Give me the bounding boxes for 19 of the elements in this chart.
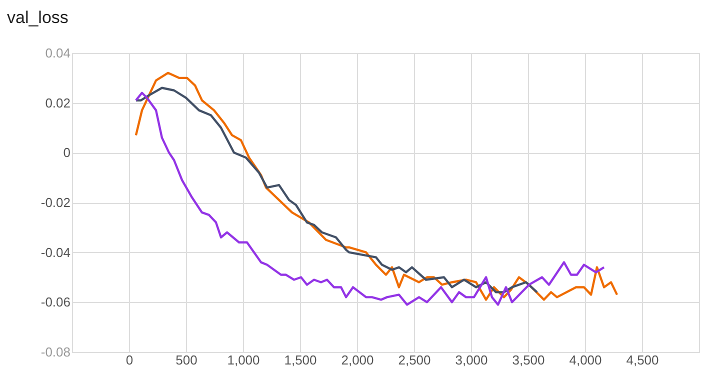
y-tick-label: 0.02: [45, 95, 70, 110]
y-tick-label: -0.08: [40, 344, 70, 360]
y-tick-label: -0.06: [40, 294, 70, 310]
x-tick-label: 3,500: [512, 352, 545, 368]
x-tick-label: 2,500: [398, 352, 431, 368]
y-tick-label: 0: [63, 145, 70, 160]
y-tick-label: -0.02: [40, 195, 70, 210]
x-tick-label: 1,500: [284, 352, 317, 368]
x-tick-label: 0: [126, 352, 134, 368]
y-tick-label: -0.04: [40, 244, 70, 260]
x-tick-label: 500: [176, 352, 198, 368]
x-tick-label: 1,000: [227, 352, 260, 368]
x-tick-label: 3,000: [455, 352, 488, 368]
line-series: [134, 86, 538, 294]
chart-title: val_loss: [7, 8, 68, 27]
x-tick-label: 2,000: [341, 352, 374, 368]
x-tick-label: 4,000: [569, 352, 602, 368]
y-tick-label: 0.04: [45, 46, 70, 60]
x-tick-label: 4,500: [626, 352, 659, 368]
